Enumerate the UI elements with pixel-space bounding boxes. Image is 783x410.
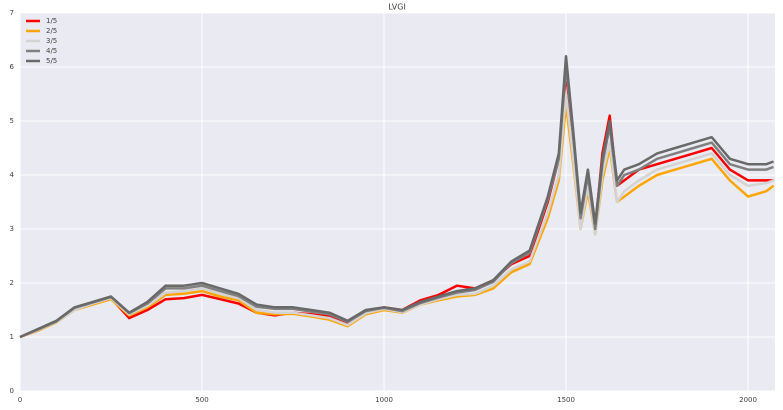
y-tick-label: 0: [10, 387, 14, 395]
plot-area: [20, 13, 775, 391]
y-tick-label: 4: [10, 171, 15, 179]
series-line: [19, 103, 775, 339]
series-line: [19, 92, 774, 339]
x-tick-label: 0: [18, 396, 22, 404]
y-tick-label: 2: [10, 279, 14, 287]
x-tick-label: 1500: [557, 396, 575, 404]
legend-label: 5/5: [46, 57, 57, 65]
legend-label: 3/5: [46, 37, 57, 45]
y-tick-label: 6: [10, 63, 15, 71]
y-tick-label: 5: [10, 117, 14, 125]
y-tick-label: 7: [10, 9, 14, 17]
chart-title: LVGI: [388, 3, 406, 12]
y-tick-label: 3: [10, 225, 14, 233]
y-tick-label: 1: [10, 333, 14, 341]
x-tick-label: 1000: [375, 396, 393, 404]
series-line: [19, 65, 774, 339]
series-line: [19, 54, 774, 339]
legend-label: 1/5: [46, 17, 57, 25]
legend-label: 4/5: [46, 47, 57, 55]
legend-label: 2/5: [46, 27, 57, 35]
x-tick-label: 2000: [739, 396, 757, 404]
x-tick-label: 500: [195, 396, 208, 404]
